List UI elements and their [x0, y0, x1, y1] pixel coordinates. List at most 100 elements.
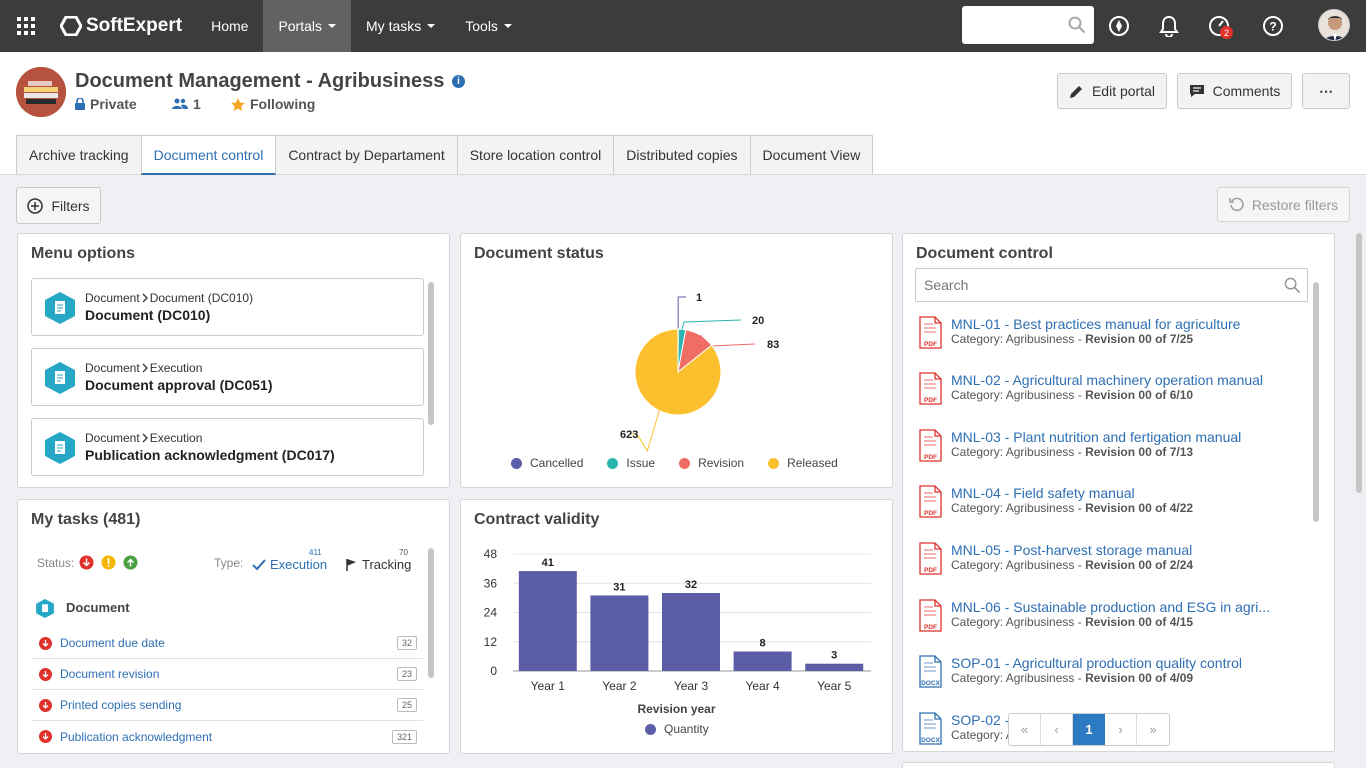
- chevron-down-icon: [427, 24, 436, 28]
- menu-options-scrollbar[interactable]: [428, 282, 434, 425]
- tab-archive-tracking[interactable]: Archive tracking: [16, 135, 142, 174]
- apps-grid-icon[interactable]: [0, 0, 52, 52]
- pie-slice-released[interactable]: [634, 328, 722, 416]
- legend-dot: [645, 723, 656, 735]
- users-icon: [172, 98, 188, 109]
- document-list-scrollbar[interactable]: [1313, 282, 1319, 522]
- document-meta: Category: Agribusiness - Revision 00 of …: [951, 671, 1193, 685]
- document-category: Category: Agribusiness -: [951, 558, 1086, 572]
- next-page-button[interactable]: ›: [1105, 714, 1137, 745]
- document-title-link[interactable]: SOP-02 -: [951, 712, 1010, 728]
- task-label: Printed copies sending: [60, 698, 182, 712]
- prev-page-button[interactable]: ‹: [1041, 714, 1073, 745]
- last-page-button[interactable]: »: [1149, 722, 1157, 737]
- info-icon[interactable]: i: [452, 75, 465, 88]
- bar[interactable]: [662, 593, 720, 671]
- type-label: Type:: [214, 556, 244, 570]
- document-title-link[interactable]: SOP-01 - Agricultural production quality…: [951, 655, 1243, 671]
- pagination: « ‹ 1 › »: [1008, 713, 1170, 746]
- restore-filters-button[interactable]: Restore filters: [1217, 187, 1350, 222]
- help-icon[interactable]: ?: [1261, 14, 1285, 38]
- document-title-link[interactable]: MNL-03 - Plant nutrition and fertigation…: [951, 429, 1242, 445]
- pdf-file-icon: PDF: [919, 599, 942, 632]
- search-icon[interactable]: [1284, 277, 1301, 294]
- legend-cancelled[interactable]: Cancelled: [511, 456, 583, 470]
- task-label: Document due date: [60, 636, 165, 650]
- task-row[interactable]: Document due date 32: [31, 628, 423, 659]
- bar-value-label: 32: [685, 579, 697, 591]
- bar[interactable]: [805, 663, 864, 671]
- task-row[interactable]: Publication acknowledgment 321: [31, 721, 423, 752]
- tab-distributed-copies[interactable]: Distributed copies: [613, 135, 751, 174]
- status-late-icon[interactable]: [79, 555, 94, 570]
- user-avatar[interactable]: [1318, 9, 1350, 41]
- task-row[interactable]: Document revision 23: [31, 659, 423, 690]
- tab-document-control[interactable]: Document control: [140, 135, 277, 175]
- document-list-item[interactable]: PDF MNL-03 - Plant nutrition and fertigat…: [919, 429, 1299, 479]
- y-tick-label: 48: [484, 547, 498, 561]
- page-scrollbar[interactable]: [1356, 233, 1362, 493]
- nav-home[interactable]: Home: [196, 0, 263, 52]
- search-icon[interactable]: [1068, 16, 1086, 34]
- my-tasks-scrollbar[interactable]: [428, 548, 434, 678]
- edit-portal-button[interactable]: Edit portal: [1057, 73, 1167, 109]
- menu-option-card[interactable]: Document Execution Document approval (DC0…: [31, 348, 424, 406]
- document-list-item[interactable]: PDF MNL-04 - Field safety manual Category:…: [919, 485, 1299, 535]
- first-page-button[interactable]: «: [1009, 714, 1041, 745]
- bell-icon[interactable]: [1157, 14, 1181, 38]
- x-tick-label: Year 3: [674, 679, 709, 693]
- bar[interactable]: [590, 595, 649, 671]
- status-ontime-icon[interactable]: [123, 555, 138, 570]
- comments-button[interactable]: Comments: [1177, 73, 1292, 109]
- members-count[interactable]: 1: [172, 96, 201, 112]
- following-status[interactable]: Following: [231, 96, 315, 112]
- nav-my-tasks[interactable]: My tasks: [351, 0, 450, 52]
- menu-option-card[interactable]: Document Execution Publication acknowledg…: [31, 418, 424, 476]
- task-label: Document revision: [60, 667, 160, 681]
- legend-revision[interactable]: Revision: [679, 456, 744, 470]
- document-hexagon-icon: [45, 292, 75, 324]
- document-list-item[interactable]: PDF MNL-02 - Agricultural machinery opera…: [919, 372, 1299, 422]
- filters-button[interactable]: Filters: [16, 187, 101, 224]
- tab-document-view[interactable]: Document View: [749, 135, 874, 174]
- pdf-file-icon: PDF: [919, 372, 942, 405]
- top-search-input[interactable]: [962, 6, 1094, 44]
- task-row[interactable]: Printed copies sending 25: [31, 690, 423, 721]
- document-search-input[interactable]: [916, 269, 1256, 301]
- document-list-item[interactable]: PDF MNL-05 - Post-harvest storage manual C…: [919, 542, 1299, 592]
- tracking-filter[interactable]: Tracking: [345, 557, 411, 572]
- compass-icon[interactable]: [1107, 14, 1131, 38]
- tab-store-location-control[interactable]: Store location control: [456, 135, 615, 174]
- document-list-item[interactable]: DOCX SOP-01 - Agricultural production qua…: [919, 655, 1299, 705]
- bar[interactable]: [518, 571, 577, 671]
- menu-options-title: Menu options: [31, 245, 135, 262]
- current-page-button[interactable]: 1: [1073, 714, 1105, 745]
- comment-icon: [1189, 85, 1204, 97]
- svg-text:PDF: PDF: [924, 567, 937, 574]
- late-arrow-icon: [39, 667, 52, 681]
- document-title-link[interactable]: MNL-05 - Post-harvest storage manual: [951, 542, 1193, 558]
- document-title-link[interactable]: MNL-01 - Best practices manual for agric…: [951, 316, 1241, 332]
- brand-logo[interactable]: SoftExpert: [60, 15, 182, 37]
- execution-filter[interactable]: Execution: [252, 557, 327, 572]
- legend-issue[interactable]: Issue: [607, 456, 655, 470]
- document-list-item[interactable]: PDF MNL-06 - Sustainable production and E…: [919, 599, 1299, 649]
- document-title-link[interactable]: MNL-04 - Field safety manual: [951, 485, 1135, 501]
- menu-option-card[interactable]: Document Document (DC010) Document (DC010…: [31, 278, 424, 336]
- bar[interactable]: [733, 651, 792, 672]
- document-title-link[interactable]: MNL-06 - Sustainable production and ESG …: [951, 599, 1271, 615]
- document-title-link[interactable]: MNL-02 - Agricultural machinery operatio…: [951, 372, 1264, 388]
- document-list-item[interactable]: PDF MNL-01 - Best practices manual for ag…: [919, 316, 1299, 366]
- legend-label: Cancelled: [530, 456, 584, 470]
- legend-dot: [607, 457, 619, 469]
- nav-portals[interactable]: Portals: [263, 0, 352, 52]
- tab-contract-by-departament[interactable]: Contract by Departament: [275, 135, 458, 174]
- legend-released[interactable]: Released: [768, 456, 838, 470]
- status-warning-icon[interactable]: [101, 555, 116, 570]
- tracking-count: 70: [399, 548, 408, 557]
- nav-tools[interactable]: Tools: [450, 0, 527, 52]
- document-search-field[interactable]: [915, 268, 1308, 302]
- legend-quantity[interactable]: Quantity: [645, 722, 709, 736]
- more-options-button[interactable]: ⋯: [1302, 73, 1350, 109]
- document-revision: Revision 00 of 7/13: [1085, 445, 1194, 459]
